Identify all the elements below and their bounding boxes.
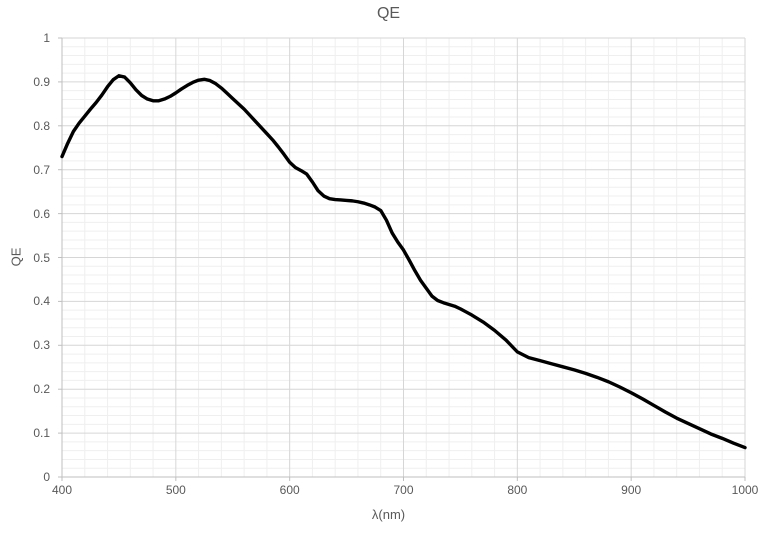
chart-title: QE <box>376 5 401 22</box>
y-tick-label: 0.4 <box>33 294 50 309</box>
y-tick-label: 0.6 <box>33 206 50 221</box>
y-tick-label: 0 <box>43 470 50 484</box>
y-tick-label: 0.8 <box>33 118 50 133</box>
y-tick-label: 0.3 <box>33 338 50 353</box>
y-tick-label: 0.7 <box>33 162 50 177</box>
x-tick-label: 700 <box>393 483 414 497</box>
y-tick-label: 0.2 <box>33 382 50 397</box>
x-tick-label: 400 <box>51 483 73 497</box>
y-tick-label: 0.9 <box>33 74 50 89</box>
x-tick-label: 1000 <box>731 483 759 497</box>
x-tick-label: 600 <box>279 483 300 497</box>
x-tick-label: 900 <box>621 483 642 497</box>
x-axis-title: λ(nm) <box>371 507 406 522</box>
y-tick-label: 1 <box>43 31 50 45</box>
y-tick-label: 0.5 <box>33 250 50 265</box>
x-tick-label: 500 <box>165 483 186 497</box>
x-tick-label: 800 <box>507 483 528 497</box>
qe-curve <box>60 74 747 450</box>
y-tick-label: 0.1 <box>33 426 50 441</box>
